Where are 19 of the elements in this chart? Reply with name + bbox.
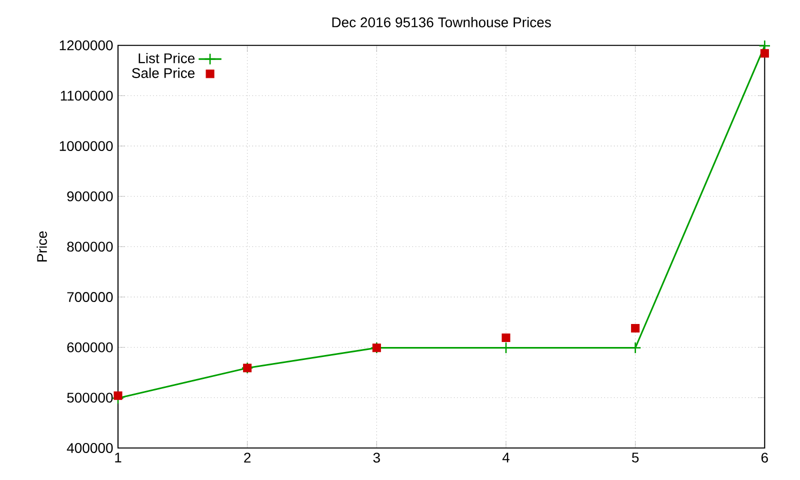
x-tick-label: 5 — [632, 452, 639, 462]
x-tick-label: 2 — [244, 452, 251, 462]
x-tick-label: 6 — [761, 452, 768, 463]
chart-title: Dec 2016 95136 Townhouse Prices — [332, 17, 551, 28]
legend-label: Sale Price — [132, 68, 195, 78]
y-axis-title: Price — [36, 231, 47, 262]
y-tick-label: 600000 — [67, 342, 113, 352]
x-tick-label: 1 — [115, 452, 122, 462]
legend-label: List Price — [138, 52, 195, 64]
y-tick-label: 800000 — [67, 242, 113, 252]
y-tick-label: 1000000 — [60, 141, 113, 151]
y-tick-label: 500000 — [67, 392, 113, 403]
y-tick-label: 1100000 — [60, 90, 113, 101]
y-tick-label: 400000 — [66, 443, 113, 453]
x-tick-label: 4 — [502, 452, 510, 462]
y-tick-label: 1200000 — [60, 40, 113, 50]
y-tick-label: 700000 — [67, 292, 113, 302]
x-tick-label: 3 — [373, 452, 380, 463]
y-tick-label: 900000 — [67, 191, 113, 202]
